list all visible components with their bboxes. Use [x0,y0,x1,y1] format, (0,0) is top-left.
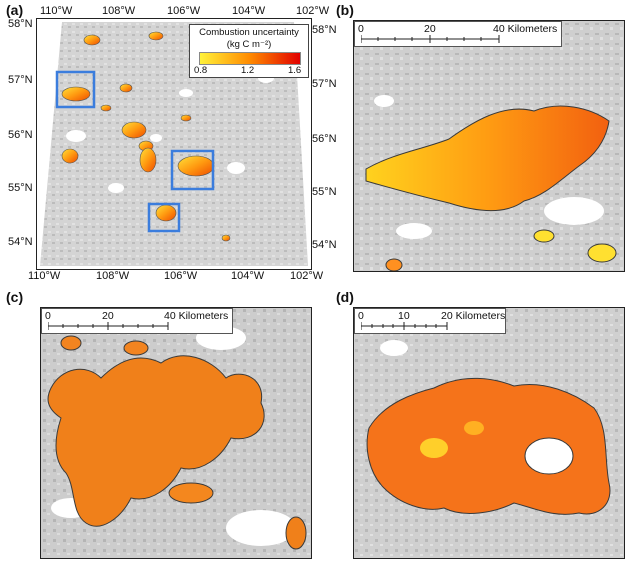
lake [524,437,574,475]
fire-scar-small [385,258,403,271]
legend-tick: 1.6 [288,65,302,76]
fire-scar-main [366,377,611,515]
panel-c-letter: (c) [6,289,24,305]
detail-map-b [354,21,624,271]
scalebar-ruler [48,322,169,330]
fire-scar-small [123,340,149,356]
scalebar-c: 0 20 40 Kilometers [41,308,233,334]
fire-scar-small [285,516,307,550]
scale-label: 40 Kilometers [164,310,229,322]
fire-scar-small [60,335,82,351]
land-footprint [40,22,308,266]
lake [150,134,162,142]
panel-b: 0 20 40 Kilometers [353,20,625,272]
legend: Combustion uncertainty (kg C m⁻²) 0.8 1.… [189,24,309,78]
detail-map-d [354,308,624,558]
lake [108,183,124,193]
panel-c: 0 20 40 Kilometers [40,307,312,559]
lon-label-bottom: 102°W [290,270,324,282]
scalebar-ruler [361,35,500,43]
legend-colorbar [199,52,301,65]
fire-scar-main [47,355,265,527]
map-frame [36,18,312,270]
scale-label: 10 [398,310,410,322]
scale-label: 0 [358,310,364,322]
fire-scar-small [533,229,555,243]
lon-label-bottom: 110°W [28,270,61,282]
lake [227,162,245,174]
panel-b-letter: (b) [336,2,354,18]
overview-map [36,18,312,270]
lon-label-bottom: 108°W [96,270,130,282]
panel-d: 0 10 20 Kilometers [353,307,625,559]
fire-scar-interior [420,438,448,458]
lon-label-top: 106°W [167,5,201,17]
detail-map-c [41,308,311,558]
scalebar-b: 0 20 40 Kilometers [354,21,562,47]
highlight-box-d [147,202,181,233]
lat-label-right: 56°N [312,133,337,145]
fire-scar-interior [464,421,484,435]
fire-scar-small [587,243,617,263]
lat-label-left: 57°N [8,74,33,86]
lake [380,340,408,356]
scalebar-d: 0 10 20 Kilometers [354,308,506,334]
legend-tick: 0.8 [194,65,208,76]
scale-label: 40 Kilometers [493,23,558,35]
scale-label: 20 Kilometers [441,310,506,322]
panel-a-letter: (a) [6,2,24,18]
lake [544,197,604,225]
lat-label-right: 55°N [312,186,337,198]
lat-label-left: 56°N [8,129,33,141]
scalebar-ruler [361,322,448,330]
legend-title: Combustion uncertainty [199,27,299,38]
scale-label: 20 [424,23,436,35]
lon-label-bottom: 106°W [164,270,198,282]
scale-label: 0 [45,310,51,322]
lon-label-top: 102°W [296,5,330,17]
scale-label: 0 [358,23,364,35]
lat-label-left: 54°N [8,236,33,248]
lat-label-left: 55°N [8,182,33,194]
lon-label-top: 110°W [40,5,73,17]
panel-d-letter: (d) [336,289,354,305]
legend-units: (kg C m⁻²) [226,39,272,50]
fire-scars [61,31,231,242]
lat-label-right: 54°N [312,239,337,251]
lake [396,223,432,239]
fire-scar-small [168,482,214,504]
scale-label: 20 [102,310,114,322]
highlight-box-b [55,70,96,109]
lon-label-top: 108°W [102,5,136,17]
lon-label-top: 104°W [232,5,266,17]
lake [66,130,86,142]
lon-label-bottom: 104°W [231,270,265,282]
highlight-box-c [170,149,215,191]
lat-label-right: 57°N [312,78,337,90]
fire-scar-main [365,105,610,212]
lake [226,510,296,546]
lake [374,95,394,107]
lat-label-right: 58°N [312,24,337,36]
lat-label-left: 58°N [8,18,33,30]
lake [179,89,193,97]
legend-tick: 1.2 [241,65,255,76]
